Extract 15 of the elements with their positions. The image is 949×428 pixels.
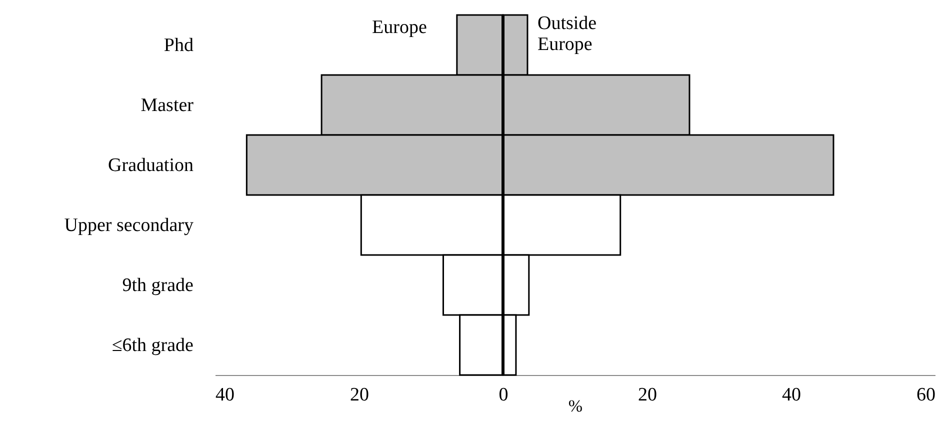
y-tick-label: 9th grade bbox=[122, 275, 194, 296]
x-tick-label: 40 bbox=[216, 384, 234, 406]
y-tick-label: Upper secondary bbox=[64, 215, 194, 236]
series-label: Outside Europe bbox=[537, 13, 597, 55]
x-tick-label: 20 bbox=[350, 384, 369, 406]
series-label: Europe bbox=[372, 17, 427, 38]
x-tick-label: 20 bbox=[638, 384, 657, 406]
y-tick-label: ≤6th grade bbox=[112, 335, 194, 356]
y-tick-label: Master bbox=[140, 95, 194, 116]
x-tick-label: 40 bbox=[782, 384, 801, 406]
x-tick-label: 0 bbox=[498, 384, 508, 406]
y-tick-label: Graduation bbox=[108, 155, 194, 176]
x-axis-title: % bbox=[568, 396, 583, 416]
y-tick-label: Phd bbox=[164, 35, 194, 56]
x-tick-label: 60 bbox=[916, 384, 936, 406]
